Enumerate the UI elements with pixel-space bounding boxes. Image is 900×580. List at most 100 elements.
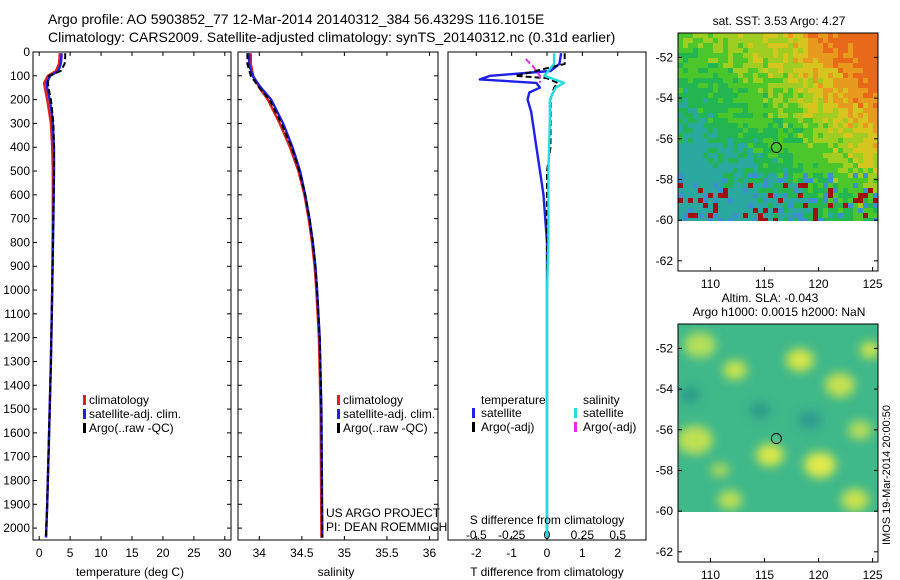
sst-cell (863, 43, 869, 49)
sst-cell (863, 183, 869, 189)
sst-cell (798, 98, 804, 104)
sst-cell (743, 188, 749, 194)
sst-cell (838, 153, 844, 159)
sst-cell (693, 158, 699, 164)
sst-cell (713, 73, 719, 79)
sst-cell (728, 63, 734, 69)
sst-cell (848, 113, 854, 119)
sst-cell (803, 143, 809, 149)
sst-cell (708, 193, 714, 199)
sst-cell (803, 218, 809, 221)
sla-blob (860, 342, 878, 358)
sst-cell (863, 48, 869, 54)
sla-map: Altim. SLA: -0.043 Argo h1000: 0.0015 h2… (656, 291, 893, 580)
sst-cell (778, 163, 784, 169)
sst-cell (688, 53, 694, 59)
sst-cell (793, 43, 799, 49)
sst-cell (778, 53, 784, 59)
lat-tick-label: -56 (656, 423, 674, 437)
sst-cell (818, 118, 824, 124)
sst-cell (853, 183, 859, 189)
sst-cell (873, 138, 878, 144)
sst-cell (773, 168, 779, 174)
sst-cell (713, 143, 719, 149)
sst-cell (798, 168, 804, 174)
sst-cell (743, 93, 749, 99)
sst-cell (813, 158, 819, 164)
sst-cell (838, 48, 844, 54)
sst-cell (698, 93, 704, 99)
sst-cell (773, 163, 779, 169)
sst-cell (728, 48, 734, 54)
sst-cell (833, 173, 839, 179)
sst-cell (683, 203, 689, 209)
lat-tick-label: -62 (656, 545, 674, 559)
sst-cell (693, 188, 699, 194)
sst-cell (743, 68, 749, 74)
sst-cell (833, 148, 839, 154)
salinity-panel: 34 34.5 35 35.5 36 salinity climatology sate… (237, 51, 447, 579)
sst-cell (833, 123, 839, 129)
sst-cell (868, 178, 874, 184)
sst-cell (818, 123, 824, 129)
sst-cell (698, 148, 704, 154)
sst-cell (843, 153, 849, 159)
sst-cell (703, 178, 709, 184)
sst-cell (763, 68, 769, 74)
sst-cell (838, 178, 844, 184)
sst-cell (773, 63, 779, 69)
y-tick-label: 1600 (3, 426, 30, 440)
sst-cell (683, 143, 689, 149)
sst-cell (678, 108, 684, 114)
y-tick-label: 1100 (4, 307, 30, 321)
difference-legend: temperature salinity satellite Argo(-adj… (472, 393, 636, 434)
sst-cell (728, 103, 734, 109)
sst-cell (773, 68, 779, 74)
sst-cell (678, 48, 684, 54)
sst-cell (853, 53, 859, 59)
sst-cell (758, 168, 764, 174)
sst-cell (868, 88, 874, 94)
sst-cell (863, 108, 869, 114)
y-tick-label: 1700 (3, 450, 30, 464)
sst-cell (683, 198, 689, 204)
sst-cell (723, 53, 729, 59)
x-tick-label: 34 (253, 546, 267, 560)
sst-cell (788, 48, 794, 54)
sst-cell (693, 213, 699, 219)
sst-cell (863, 73, 869, 79)
sst-cell (768, 58, 774, 64)
sst-cell (693, 203, 699, 209)
sst-cell (783, 63, 789, 69)
sst-cell (823, 183, 829, 189)
sst-cell (873, 63, 878, 69)
sst-cell (818, 218, 824, 221)
sst-cell (823, 153, 829, 159)
sst-cell (873, 128, 878, 134)
legend-swatch-climatology (83, 395, 86, 405)
sst-cell (768, 113, 774, 119)
sst-cell (833, 68, 839, 74)
sst-cell (868, 193, 874, 199)
sst-cell (848, 133, 854, 139)
sst-cell (793, 208, 799, 214)
sst-cell (858, 58, 864, 64)
sst-cell (858, 213, 864, 219)
sst-cell (853, 193, 859, 199)
sst-cell (828, 213, 834, 219)
sst-cell (758, 208, 764, 214)
sst-cell (748, 38, 754, 44)
sst-cell (798, 118, 804, 124)
sst-cell (703, 108, 709, 114)
sst-cell (788, 188, 794, 194)
sst-cell (833, 208, 839, 214)
sst-cell (708, 88, 714, 94)
sst-cell (858, 153, 864, 159)
sst-cell (723, 43, 729, 49)
sst-cell (858, 118, 864, 124)
sst-cell (683, 138, 689, 144)
sst-cell (868, 58, 874, 64)
sst-cell (808, 58, 814, 64)
y-tick-label: 300 (10, 116, 30, 130)
